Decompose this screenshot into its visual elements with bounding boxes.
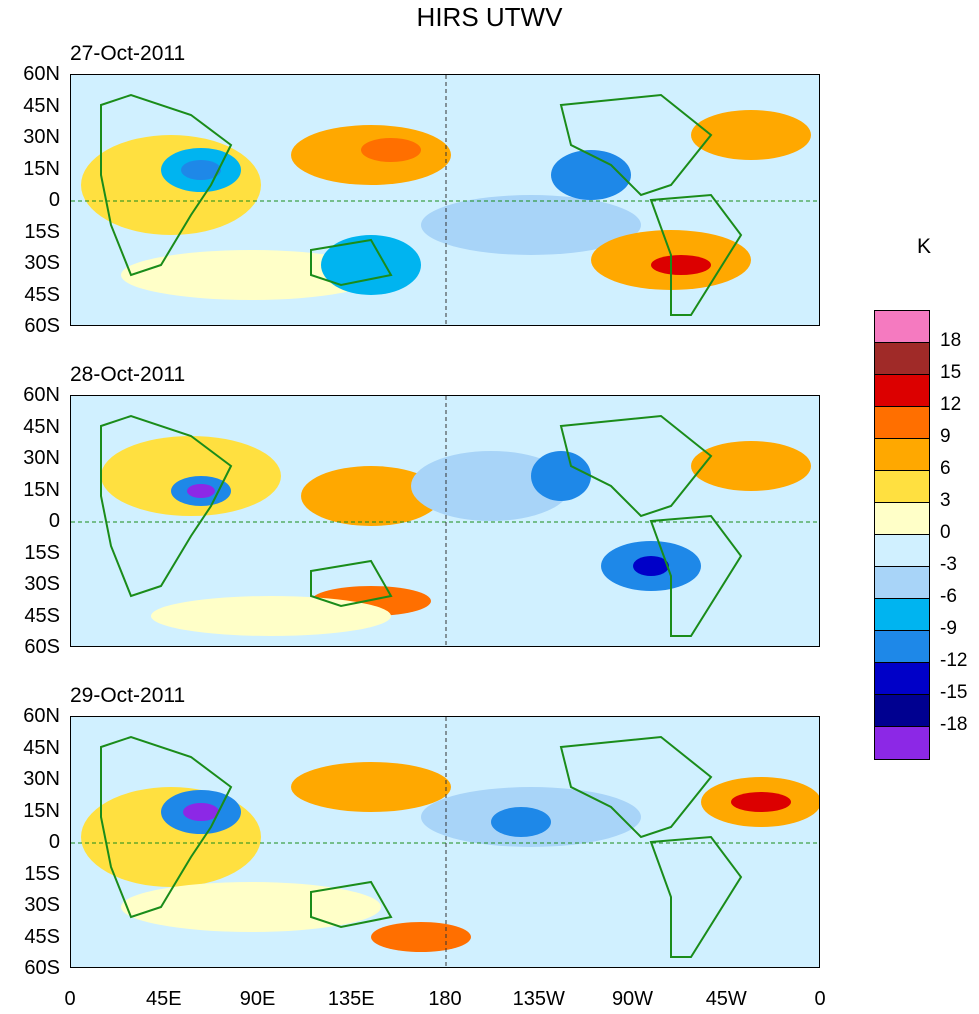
anomaly-field-2 <box>71 396 819 646</box>
lat-tick-label: 15N <box>23 157 60 180</box>
panel-2-date: 28-Oct-2011 <box>70 363 186 386</box>
lat-tick-label: 60N <box>23 705 60 727</box>
lon-tick-label: 45W <box>705 988 747 1010</box>
colorbar-label: -18 <box>940 714 968 735</box>
lat-tick-label: 60S <box>24 957 60 979</box>
lat-tick-label: 0 <box>48 189 60 211</box>
lat-tick-label: 45N <box>23 94 60 117</box>
colorbar-swatch <box>875 727 929 759</box>
lon-tick-label: 0 <box>814 988 826 1010</box>
figure-title: HIRS UTWV <box>416 2 563 32</box>
lat-tick-label: 30N <box>23 447 60 469</box>
lat-tick-label: 0 <box>48 510 60 532</box>
lat-tick-label: 15S <box>24 220 60 243</box>
colorbar-swatch <box>875 439 929 471</box>
colorbar-label: -3 <box>940 554 957 575</box>
lat-tick-label: 60N <box>23 63 60 85</box>
lat-tick-label: 45N <box>23 736 60 759</box>
colorbar-label: -6 <box>940 586 957 607</box>
lon-tick-label: 90W <box>611 988 654 1010</box>
lat-tick-label: 15N <box>23 799 60 822</box>
colorbar-swatch <box>875 695 929 727</box>
lat-tick-label: 30S <box>24 894 60 916</box>
lat-tick-label: 30S <box>24 252 60 274</box>
panel-3-date: 29-Oct-2011 <box>70 684 186 707</box>
lat-tick-label: 45N <box>23 415 60 438</box>
colorbar-swatch <box>875 663 929 695</box>
lat-tick-label: 45S <box>24 604 60 627</box>
colorbar-swatch <box>875 375 929 407</box>
colorbar-label: -9 <box>940 618 957 639</box>
lon-tick-label: 90E <box>239 988 276 1010</box>
colorbar-swatch <box>875 535 929 567</box>
colorbar-label: -12 <box>940 650 968 671</box>
panel-1-date: 27-Oct-2011 <box>70 42 186 65</box>
lat-tick-label: 0 <box>48 831 60 853</box>
lat-tick-label: 60S <box>24 315 60 337</box>
colorbar-swatch <box>875 407 929 439</box>
lat-tick-label: 30N <box>23 768 60 790</box>
lat-tick-label: 60S <box>24 636 60 658</box>
colorbar-label: -15 <box>940 682 968 703</box>
lat-tick-label: 30S <box>24 573 60 595</box>
lat-tick-label: 15S <box>24 862 60 885</box>
anomaly-field-3 <box>71 717 819 967</box>
lon-tick-label: 0 <box>64 988 76 1010</box>
anomaly-field-1 <box>71 75 819 325</box>
colorbar-swatch <box>875 599 929 631</box>
colorbar <box>874 310 930 760</box>
colorbar-label: 18 <box>940 330 962 351</box>
colorbar-swatch <box>875 503 929 535</box>
lat-tick-label: 30N <box>23 126 60 148</box>
colorbar-label: 0 <box>940 522 951 543</box>
colorbar-label: 15 <box>940 362 962 383</box>
colorbar-label: 6 <box>940 458 951 479</box>
colorbar-swatch <box>875 567 929 599</box>
lon-tick-label: 135W <box>512 988 565 1010</box>
lat-tick-label: 45S <box>24 925 60 948</box>
map-panel-2 <box>70 395 820 647</box>
map-panel-3 <box>70 716 820 968</box>
lon-tick-label: 135E <box>327 988 375 1010</box>
colorbar-unit: K <box>917 235 932 258</box>
colorbar-label: 12 <box>940 394 962 415</box>
colorbar-label: 9 <box>940 426 951 447</box>
lat-tick-label: 45S <box>24 283 60 306</box>
colorbar-swatch <box>875 311 929 343</box>
lat-tick-label: 15N <box>23 478 60 501</box>
lon-tick-label: 45E <box>145 988 182 1010</box>
map-panel-1 <box>70 74 820 326</box>
lon-tick-label: 180 <box>428 988 462 1010</box>
colorbar-swatch <box>875 343 929 375</box>
colorbar-swatch <box>875 471 929 503</box>
colorbar-label: 3 <box>940 490 951 511</box>
colorbar-swatch <box>875 631 929 663</box>
lat-tick-label: 60N <box>23 384 60 406</box>
lat-tick-label: 15S <box>24 541 60 564</box>
